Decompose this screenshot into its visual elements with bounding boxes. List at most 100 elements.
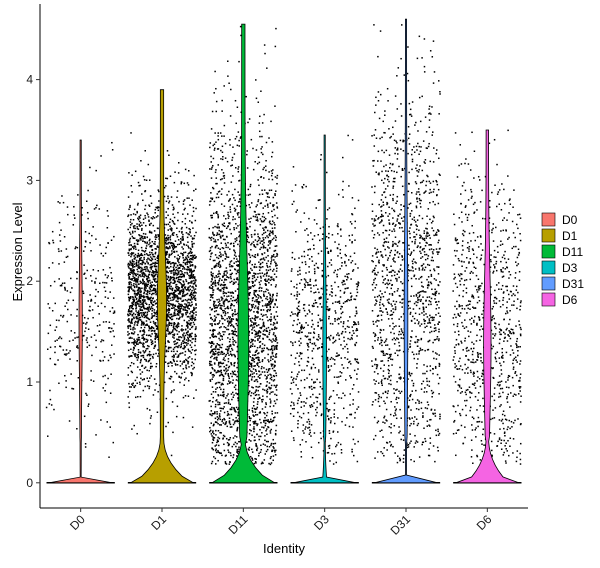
data-point-d0 — [77, 377, 80, 379]
data-point-d11 — [215, 100, 218, 103]
data-point-d11 — [208, 400, 210, 402]
data-point-d11 — [233, 304, 235, 307]
data-point-d11 — [267, 420, 270, 423]
data-point-d1 — [130, 271, 133, 274]
data-point-d1 — [173, 282, 176, 284]
data-point-d1 — [171, 331, 174, 333]
data-point-d1 — [129, 261, 132, 264]
data-point-d11 — [219, 410, 222, 412]
data-point-d11 — [216, 441, 218, 444]
data-point-d11 — [222, 224, 225, 227]
data-point-d1 — [173, 223, 176, 225]
data-point-d1 — [138, 287, 141, 290]
data-point-d1 — [135, 280, 137, 282]
data-point-d1 — [188, 227, 190, 230]
data-point-d1 — [175, 266, 177, 269]
data-point-d0 — [58, 234, 61, 236]
data-point-d11 — [272, 204, 274, 206]
data-point-d11 — [233, 443, 235, 446]
data-point-d1 — [133, 316, 135, 319]
data-point-d1 — [182, 291, 185, 294]
data-point-d11 — [220, 149, 222, 152]
data-point-d11 — [234, 188, 236, 191]
data-point-d11 — [267, 278, 270, 281]
data-point-d1 — [172, 326, 175, 328]
data-point-d11 — [262, 168, 264, 171]
data-point-d1 — [188, 220, 191, 222]
data-point-d1 — [190, 291, 193, 294]
data-point-d11 — [257, 272, 259, 275]
data-point-d11 — [270, 155, 273, 158]
data-point-d11 — [253, 293, 255, 296]
data-point-d0 — [99, 244, 101, 246]
data-point-d1 — [148, 205, 151, 207]
data-point-d11 — [268, 318, 271, 321]
data-point-d1 — [128, 305, 131, 307]
data-point-d1 — [142, 232, 145, 235]
data-point-d1 — [154, 332, 156, 335]
data-point-d1 — [129, 241, 131, 243]
data-point-d1 — [153, 289, 156, 292]
data-point-d0 — [105, 383, 107, 386]
data-point-d1 — [130, 248, 132, 250]
data-point-d11 — [270, 376, 273, 379]
data-point-d1 — [167, 315, 169, 318]
data-point-d11 — [251, 448, 253, 451]
data-point-d1 — [137, 270, 139, 273]
data-point-d11 — [223, 274, 226, 276]
data-point-d1 — [186, 261, 189, 263]
data-point-d11 — [226, 317, 228, 320]
data-point-d11 — [257, 310, 259, 313]
data-point-d11 — [236, 350, 238, 353]
data-point-d11 — [233, 281, 235, 284]
data-point-d1 — [135, 278, 138, 280]
data-point-d1 — [137, 202, 139, 205]
data-point-d1 — [147, 213, 149, 216]
data-point-d1 — [151, 251, 153, 254]
data-point-d1 — [172, 276, 174, 279]
data-point-d11 — [258, 438, 261, 441]
data-point-d1 — [189, 269, 191, 272]
data-point-d11 — [223, 135, 225, 137]
data-point-d11 — [252, 285, 255, 288]
data-point-d1 — [153, 378, 156, 380]
data-point-d1 — [165, 236, 168, 239]
data-point-d1 — [168, 267, 170, 269]
data-point-d1 — [185, 309, 188, 312]
data-point-d0 — [88, 344, 91, 347]
data-point-d1 — [142, 275, 144, 277]
data-point-d11 — [256, 162, 259, 165]
data-point-d1 — [182, 257, 184, 259]
data-point-d0 — [63, 236, 66, 238]
data-point-d1 — [193, 308, 196, 310]
data-point-d11 — [219, 335, 222, 337]
data-point-d11 — [231, 391, 234, 394]
data-point-d11 — [264, 236, 267, 239]
data-point-d11 — [263, 291, 265, 293]
data-point-d11 — [263, 232, 265, 234]
data-point-d11 — [215, 444, 218, 446]
data-point-d1 — [169, 288, 172, 290]
data-point-d11 — [273, 273, 276, 275]
data-point-d1 — [137, 322, 139, 324]
data-point-d11 — [266, 235, 268, 237]
data-point-d11 — [251, 277, 254, 280]
data-point-d11 — [213, 315, 216, 317]
data-point-d1 — [153, 275, 156, 278]
data-point-d1 — [153, 287, 155, 290]
data-point-d1 — [176, 314, 179, 316]
data-point-d1 — [155, 311, 158, 314]
data-point-d1 — [181, 273, 184, 275]
data-point-d1 — [174, 363, 177, 365]
data-point-d11 — [213, 456, 215, 458]
data-point-d11 — [262, 275, 265, 277]
data-point-d1 — [127, 273, 130, 275]
data-point-d1 — [140, 239, 142, 241]
data-point-d11 — [228, 417, 231, 419]
data-point-d11 — [229, 248, 231, 250]
data-point-d11 — [228, 345, 230, 348]
data-point-d11 — [214, 411, 216, 413]
data-point-d1 — [193, 282, 196, 285]
data-point-d1 — [134, 355, 136, 358]
data-point-d11 — [266, 420, 269, 422]
